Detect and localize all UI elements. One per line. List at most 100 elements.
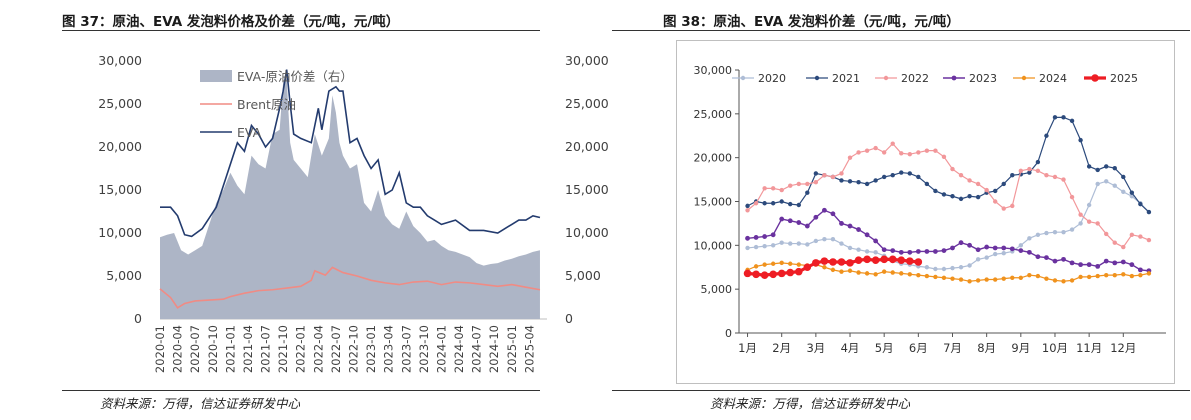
- series-point-2024: [779, 260, 784, 266]
- series-point-2022: [1027, 166, 1032, 172]
- series-point-2022: [796, 181, 801, 187]
- series-point-2022: [873, 145, 878, 151]
- y-tick-label-right: 20,000: [565, 139, 609, 154]
- series-point-2020: [1018, 243, 1024, 248]
- series-point-2025: [760, 271, 769, 279]
- series-2020: [745, 179, 1152, 272]
- series-point-2024: [975, 278, 981, 283]
- x-tick-label: 2023-04: [382, 325, 396, 373]
- series-point-2023: [1035, 254, 1041, 260]
- series-point-2024: [890, 270, 895, 275]
- series-point-2020: [856, 247, 861, 252]
- series-point-2022: [916, 150, 921, 155]
- series-point-2021: [1146, 209, 1152, 215]
- series-line-2023: [747, 209, 1149, 272]
- series-point-2020: [813, 238, 819, 244]
- series-point-2020: [941, 266, 947, 272]
- series-point-2022: [1061, 177, 1066, 182]
- series-point-2023: [915, 249, 921, 254]
- series-point-2021: [1027, 170, 1032, 175]
- series-point-2020: [1035, 232, 1041, 238]
- series-point-2021: [1086, 164, 1092, 169]
- series-point-2022: [967, 178, 972, 183]
- series-point-2023: [745, 235, 750, 241]
- series-point-2022: [753, 201, 759, 206]
- series-point-2024: [950, 276, 955, 281]
- series-point-2023: [1078, 262, 1083, 268]
- x-tick-label: 2021-01: [223, 325, 237, 373]
- title-underline-left: [62, 30, 540, 31]
- series-point-2021: [1069, 118, 1075, 124]
- series-point-2023: [1137, 267, 1143, 273]
- series-point-2025: [752, 270, 760, 279]
- legend-marker: [814, 75, 820, 81]
- series-point-2024: [830, 267, 836, 273]
- series-point-2024: [1121, 272, 1126, 277]
- x-tick-label: 2020-04: [171, 325, 185, 373]
- series-point-2025: [786, 268, 795, 277]
- series-point-2022: [1086, 219, 1092, 224]
- series-point-2023: [1044, 255, 1049, 261]
- x-tick-label: 2020-07: [188, 325, 202, 373]
- series-point-2022: [1044, 173, 1049, 178]
- legend-marker: [951, 75, 957, 81]
- series-point-2023: [1086, 262, 1092, 268]
- x-tick-label: 2021-07: [259, 325, 273, 373]
- series-point-2020: [924, 265, 930, 270]
- x-tick-label: 2024-01: [434, 325, 448, 373]
- series-point-2024: [1095, 273, 1100, 279]
- title-underline-right: [612, 30, 1190, 31]
- legend-item-2025: 2025: [1084, 72, 1138, 85]
- legend-item-2024: 2024: [1013, 72, 1067, 85]
- series-point-2023: [1061, 256, 1066, 262]
- series-point-2021: [1035, 159, 1041, 165]
- series-point-2023: [1001, 245, 1007, 251]
- series-point-2020: [770, 243, 776, 248]
- chart-frame: [676, 40, 1175, 384]
- x-tick-label: 1月: [738, 341, 757, 355]
- x-tick-label: 2020-01: [153, 325, 167, 373]
- series-point-2020: [950, 265, 955, 271]
- series-point-2025: [914, 258, 923, 266]
- x-tick-label: 2020-10: [206, 325, 220, 373]
- series-point-2023: [975, 247, 981, 253]
- series-point-2024: [1044, 276, 1049, 281]
- series-point-2020: [839, 241, 844, 246]
- series-point-2021: [847, 179, 853, 184]
- series-point-2024: [864, 271, 870, 276]
- series-point-2022: [899, 151, 904, 156]
- legend-label: 2021: [832, 72, 860, 85]
- series-point-2023: [779, 216, 785, 222]
- x-tick-label: 2021-10: [276, 325, 290, 373]
- price-spread-chart: 0 5,000 10,000 15,000 20,000 25,000 30,000 0 5,0…: [98, 53, 609, 373]
- x-tick-label: 7月: [943, 341, 962, 355]
- y-tick-label-right: 10,000: [565, 225, 609, 240]
- series-point-2020: [984, 255, 989, 260]
- series-point-2024: [1027, 272, 1032, 278]
- x-tick-label: 2023-01: [364, 325, 378, 373]
- series-point-2022: [941, 154, 947, 159]
- series-point-2021: [839, 178, 844, 183]
- series-point-2021: [950, 194, 955, 199]
- series-point-2024: [1086, 274, 1092, 280]
- series-point-2021: [856, 180, 861, 185]
- series-point-2022: [1104, 231, 1109, 237]
- series-point-2020: [1027, 236, 1032, 241]
- series-point-2023: [898, 249, 904, 255]
- series-point-2020: [1095, 181, 1100, 187]
- series-point-2021: [890, 173, 895, 178]
- x-tick-label: 2022-10: [347, 325, 361, 373]
- series-point-2021: [762, 201, 767, 206]
- legend-label: 2020: [758, 72, 786, 85]
- x-tick-label: 12月: [1110, 341, 1136, 355]
- x-tick-label: 2024-04: [452, 325, 466, 373]
- series-point-2022: [984, 187, 989, 193]
- x-tick-label: 2022-07: [329, 325, 343, 373]
- series-point-2022: [770, 186, 776, 191]
- series-point-2020: [762, 244, 767, 249]
- series-point-2021: [1104, 164, 1109, 169]
- series-point-2024: [899, 271, 904, 276]
- series-point-2022: [822, 173, 827, 178]
- series-point-2024: [1061, 279, 1066, 284]
- series-point-2021: [1052, 115, 1058, 120]
